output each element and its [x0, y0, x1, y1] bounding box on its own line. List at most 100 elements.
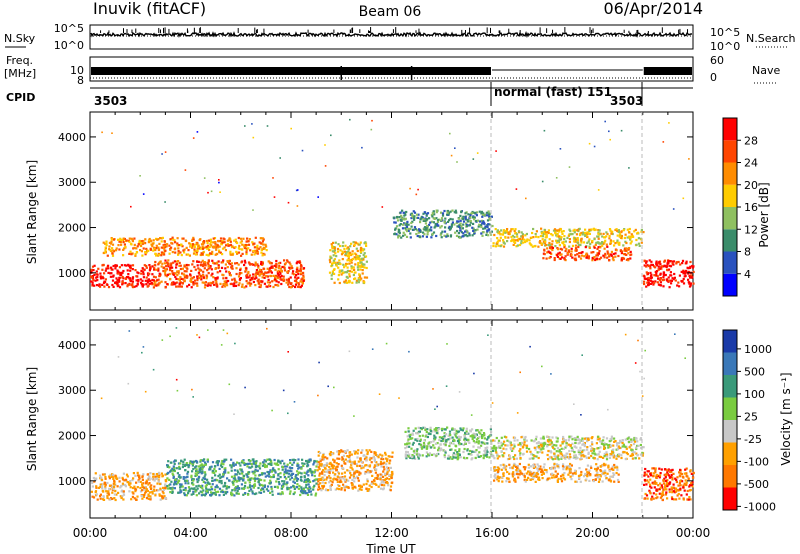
scatter-cell — [261, 240, 264, 243]
scatter-cell — [194, 472, 197, 475]
scatter-cell — [619, 249, 622, 252]
scatter-cell — [593, 238, 596, 241]
scatter-cell — [216, 486, 219, 489]
scatter-cell — [163, 245, 166, 248]
scatter-cell — [612, 444, 615, 447]
scatter-cell — [482, 212, 485, 215]
scatter-cell — [337, 274, 340, 277]
scatter-cell — [260, 478, 263, 482]
scatter-cell — [497, 232, 500, 235]
scatter-cell — [223, 484, 227, 488]
scatter-cell — [484, 213, 487, 216]
scatter-cell — [262, 461, 265, 464]
scatter-cell — [460, 231, 463, 234]
scatter-cell — [328, 481, 331, 484]
scatter-cell — [487, 210, 490, 213]
scatter-cell — [176, 274, 179, 277]
scatter-cell — [543, 241, 547, 245]
scatter-cell — [153, 479, 156, 482]
scatter-cell — [416, 229, 419, 232]
scatter-cell — [273, 469, 276, 472]
scatter-cell — [120, 264, 123, 267]
scatter-cell — [337, 463, 340, 466]
scatter-cell — [474, 456, 477, 459]
scatter-cell — [298, 269, 301, 272]
scatter-cell — [207, 260, 210, 263]
scatter-cell — [240, 240, 243, 243]
scatter-cell — [218, 467, 221, 470]
scatter-cell — [182, 488, 185, 491]
scatter-cell — [196, 480, 199, 484]
scatter-cell — [471, 226, 474, 229]
scatter-cell — [279, 267, 282, 270]
scatter-cell — [199, 253, 202, 257]
nsky-line — [90, 31, 693, 38]
scatter-cell — [148, 491, 152, 494]
scatter-cell — [218, 179, 220, 181]
scatter-cell — [353, 485, 356, 488]
scatter-cell — [349, 472, 352, 475]
scatter-cell — [356, 254, 359, 258]
scatter-cell — [191, 243, 195, 246]
scatter-cell — [389, 466, 392, 469]
scatter-cell — [193, 248, 196, 251]
scatter-cell — [598, 250, 601, 253]
scatter-cell — [273, 485, 277, 488]
scatter-cell — [116, 282, 119, 285]
scatter-cell — [298, 261, 301, 264]
scatter-cell — [303, 479, 307, 482]
scatter-cell — [496, 237, 499, 240]
scatter-cell — [192, 281, 195, 284]
scatter-cell — [419, 439, 422, 443]
scatter-cell — [176, 472, 179, 475]
scatter-cell — [281, 491, 284, 494]
scatter-cell — [486, 219, 490, 222]
scatter-cell — [471, 234, 474, 237]
scatter-cell — [370, 482, 373, 485]
scatter-cell — [283, 269, 287, 272]
scatter-cell — [365, 244, 368, 247]
scatter-cell — [353, 256, 356, 259]
scatter-cell — [243, 245, 246, 248]
scatter-cell — [325, 464, 328, 467]
scatter-cell — [198, 277, 201, 280]
scatter-cell — [458, 448, 461, 451]
scatter-cell — [352, 273, 355, 277]
scatter-cell — [200, 472, 203, 475]
scatter-cell — [237, 477, 240, 480]
scatter-cell — [426, 428, 429, 431]
scatter-cell — [628, 231, 631, 234]
scatter-cell — [92, 269, 95, 272]
scatter-cell — [469, 429, 472, 432]
scatter-cell — [282, 279, 285, 282]
scatter-cell — [111, 283, 114, 287]
scatter-cell — [244, 268, 248, 271]
scatter-cell — [580, 254, 583, 257]
date-title: 06/Apr/2014 — [603, 0, 703, 18]
scatter-cell — [117, 284, 120, 287]
scatter-cell — [364, 242, 368, 245]
scatter-cell — [277, 269, 280, 272]
scatter-cell — [435, 209, 438, 212]
scatter-cell — [466, 448, 469, 451]
scatter-cell — [273, 458, 276, 462]
scatter-cell — [358, 471, 361, 474]
scatter-cell — [215, 484, 218, 487]
scatter-cell — [505, 436, 508, 439]
scatter-cell — [250, 253, 253, 256]
velocity-frame — [89, 319, 694, 519]
scatter-cell — [202, 270, 205, 273]
scatter-cell — [449, 210, 452, 213]
scatter-cell — [340, 253, 344, 256]
scatter-cell — [541, 238, 544, 241]
scatter-cell — [126, 475, 129, 478]
scatter-cell — [200, 243, 204, 246]
scatter-cell — [254, 477, 257, 480]
scatter-cell — [331, 245, 334, 248]
scatter-cell — [597, 237, 600, 240]
scatter-cell — [368, 484, 371, 487]
scatter-cell — [551, 246, 554, 249]
scatter-cell — [231, 245, 234, 248]
scatter-cell — [390, 475, 393, 478]
scatter-cell — [689, 284, 692, 287]
